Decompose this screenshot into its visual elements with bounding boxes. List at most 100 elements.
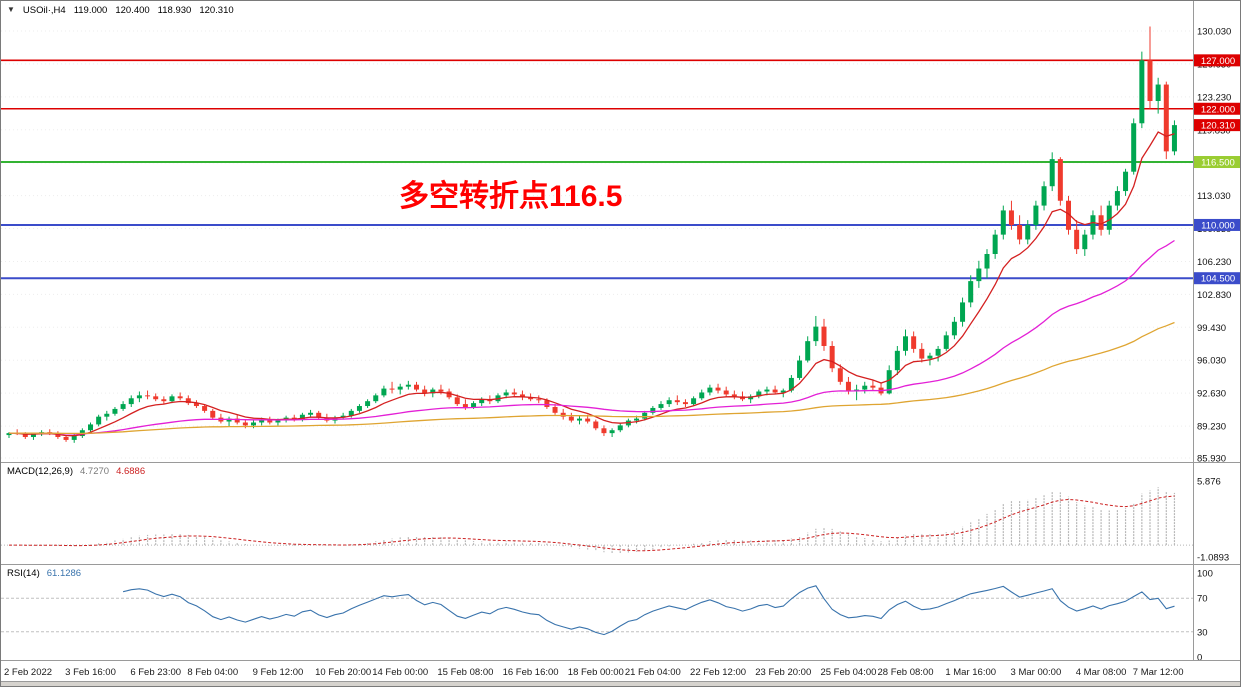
candle	[128, 395, 134, 407]
time-label: 3 Feb 16:00	[65, 667, 116, 678]
candle	[112, 406, 118, 416]
time-label: 28 Feb 08:00	[877, 667, 934, 678]
candle	[193, 400, 199, 408]
candle	[1066, 195, 1071, 235]
macd-signal-line	[9, 495, 1175, 552]
candle	[1082, 229, 1088, 256]
candle	[536, 395, 542, 404]
macd-axis-min-label: -1.0893	[1197, 553, 1229, 564]
horizontal-scrollbar[interactable]	[1, 681, 1240, 686]
price-scale-label: 130.030	[1197, 27, 1231, 38]
rsi-axis-label: 30	[1197, 627, 1208, 638]
main-chart[interactable]: 130.030126.630123.230119.830116.430113.0…	[1, 1, 1241, 463]
ohlc-legend: ▼ USOil·,H4 119.000 120.400 118.930 120.…	[7, 5, 234, 16]
candle	[976, 260, 982, 288]
candle	[560, 408, 566, 420]
candle	[666, 397, 672, 407]
candle	[617, 423, 623, 433]
time-label: 22 Feb 12:00	[690, 667, 747, 678]
candle	[845, 376, 851, 395]
chart-marker-icon: ▼	[7, 5, 15, 14]
candle	[601, 425, 607, 437]
price-badge	[1194, 218, 1240, 231]
candle	[552, 404, 558, 415]
candle	[1106, 200, 1112, 235]
price-scale-label: 113.030	[1197, 191, 1231, 202]
candle	[153, 393, 159, 402]
candle	[120, 401, 126, 411]
candle	[642, 410, 648, 421]
candle	[968, 275, 974, 308]
candle	[593, 419, 599, 431]
time-label: 8 Feb 04:00	[187, 667, 239, 678]
candle	[740, 391, 745, 402]
candle	[829, 341, 835, 373]
time-label: 14 Feb 00:00	[372, 667, 429, 678]
candle	[519, 390, 525, 401]
rsi-axis-label: 0	[1197, 653, 1202, 662]
price-badge-label: 127.000	[1201, 56, 1235, 67]
candle	[1163, 81, 1169, 160]
candle	[894, 345, 900, 376]
candle	[878, 382, 884, 396]
candle	[854, 384, 860, 401]
candle	[1049, 152, 1055, 192]
price-scale-label: 106.230	[1197, 257, 1231, 268]
open-value: 119.000	[73, 5, 108, 16]
candle	[210, 408, 216, 420]
candle	[185, 395, 191, 406]
candle	[136, 391, 142, 403]
price-scale-label: 99.430	[1197, 323, 1226, 334]
low-value: 118.930	[157, 5, 192, 16]
candle	[96, 414, 102, 427]
high-value: 120.400	[115, 5, 150, 16]
candle	[674, 395, 680, 406]
candle	[862, 381, 868, 394]
time-label: 1 Mar 16:00	[945, 667, 997, 678]
candle	[992, 229, 998, 259]
candle	[691, 396, 697, 407]
candle	[1147, 26, 1153, 109]
candle	[405, 380, 411, 390]
symbol-period-label: USOil·,H4	[22, 5, 66, 16]
candle	[1025, 220, 1031, 245]
time-label: 18 Feb 00:00	[567, 667, 624, 678]
price-badge-label: 120.310	[1201, 121, 1235, 132]
rsi-line	[122, 585, 1175, 636]
candle	[161, 396, 167, 405]
candle	[919, 343, 925, 363]
time-axis[interactable]: 2 Feb 2022 3 Feb 16:00 6 Feb 23:00 8 Feb 04…	[1, 661, 1240, 681]
price-badge-label: 122.000	[1201, 104, 1235, 115]
candle	[1131, 118, 1137, 175]
candle	[389, 381, 395, 394]
candle	[568, 412, 574, 423]
candle	[340, 412, 346, 420]
ma-line-slow	[8, 321, 1175, 435]
close-value: 120.310	[199, 5, 234, 16]
price-badge	[1194, 119, 1240, 132]
price-badge-label: 116.500	[1201, 158, 1235, 169]
time-label: 3 Mar 00:00	[1010, 667, 1062, 678]
candle	[699, 389, 705, 401]
candle	[1155, 77, 1161, 114]
candle	[1098, 205, 1104, 236]
candle	[1139, 51, 1145, 129]
candle	[1171, 120, 1177, 156]
candle	[707, 384, 713, 396]
time-label: 4 Mar 08:00	[1075, 667, 1127, 678]
candle	[1000, 205, 1006, 240]
candle	[772, 385, 778, 395]
macd-name: MACD(12,26,9)	[7, 466, 73, 477]
price-scale-label: 85.930	[1197, 454, 1226, 463]
time-label: 2 Feb 2022	[4, 667, 53, 678]
annotation-text: 多空转折点116.5	[399, 180, 623, 213]
candle	[145, 390, 151, 400]
price-badge-label: 110.000	[1201, 220, 1235, 231]
candle	[715, 383, 721, 394]
candle	[821, 318, 827, 351]
price-scale-label: 89.230	[1197, 422, 1226, 433]
macd-panel[interactable]: 5.876 -1.0893	[1, 463, 1241, 565]
rsi-panel[interactable]: 100 70 30 0	[1, 565, 1241, 661]
candle	[479, 397, 485, 407]
